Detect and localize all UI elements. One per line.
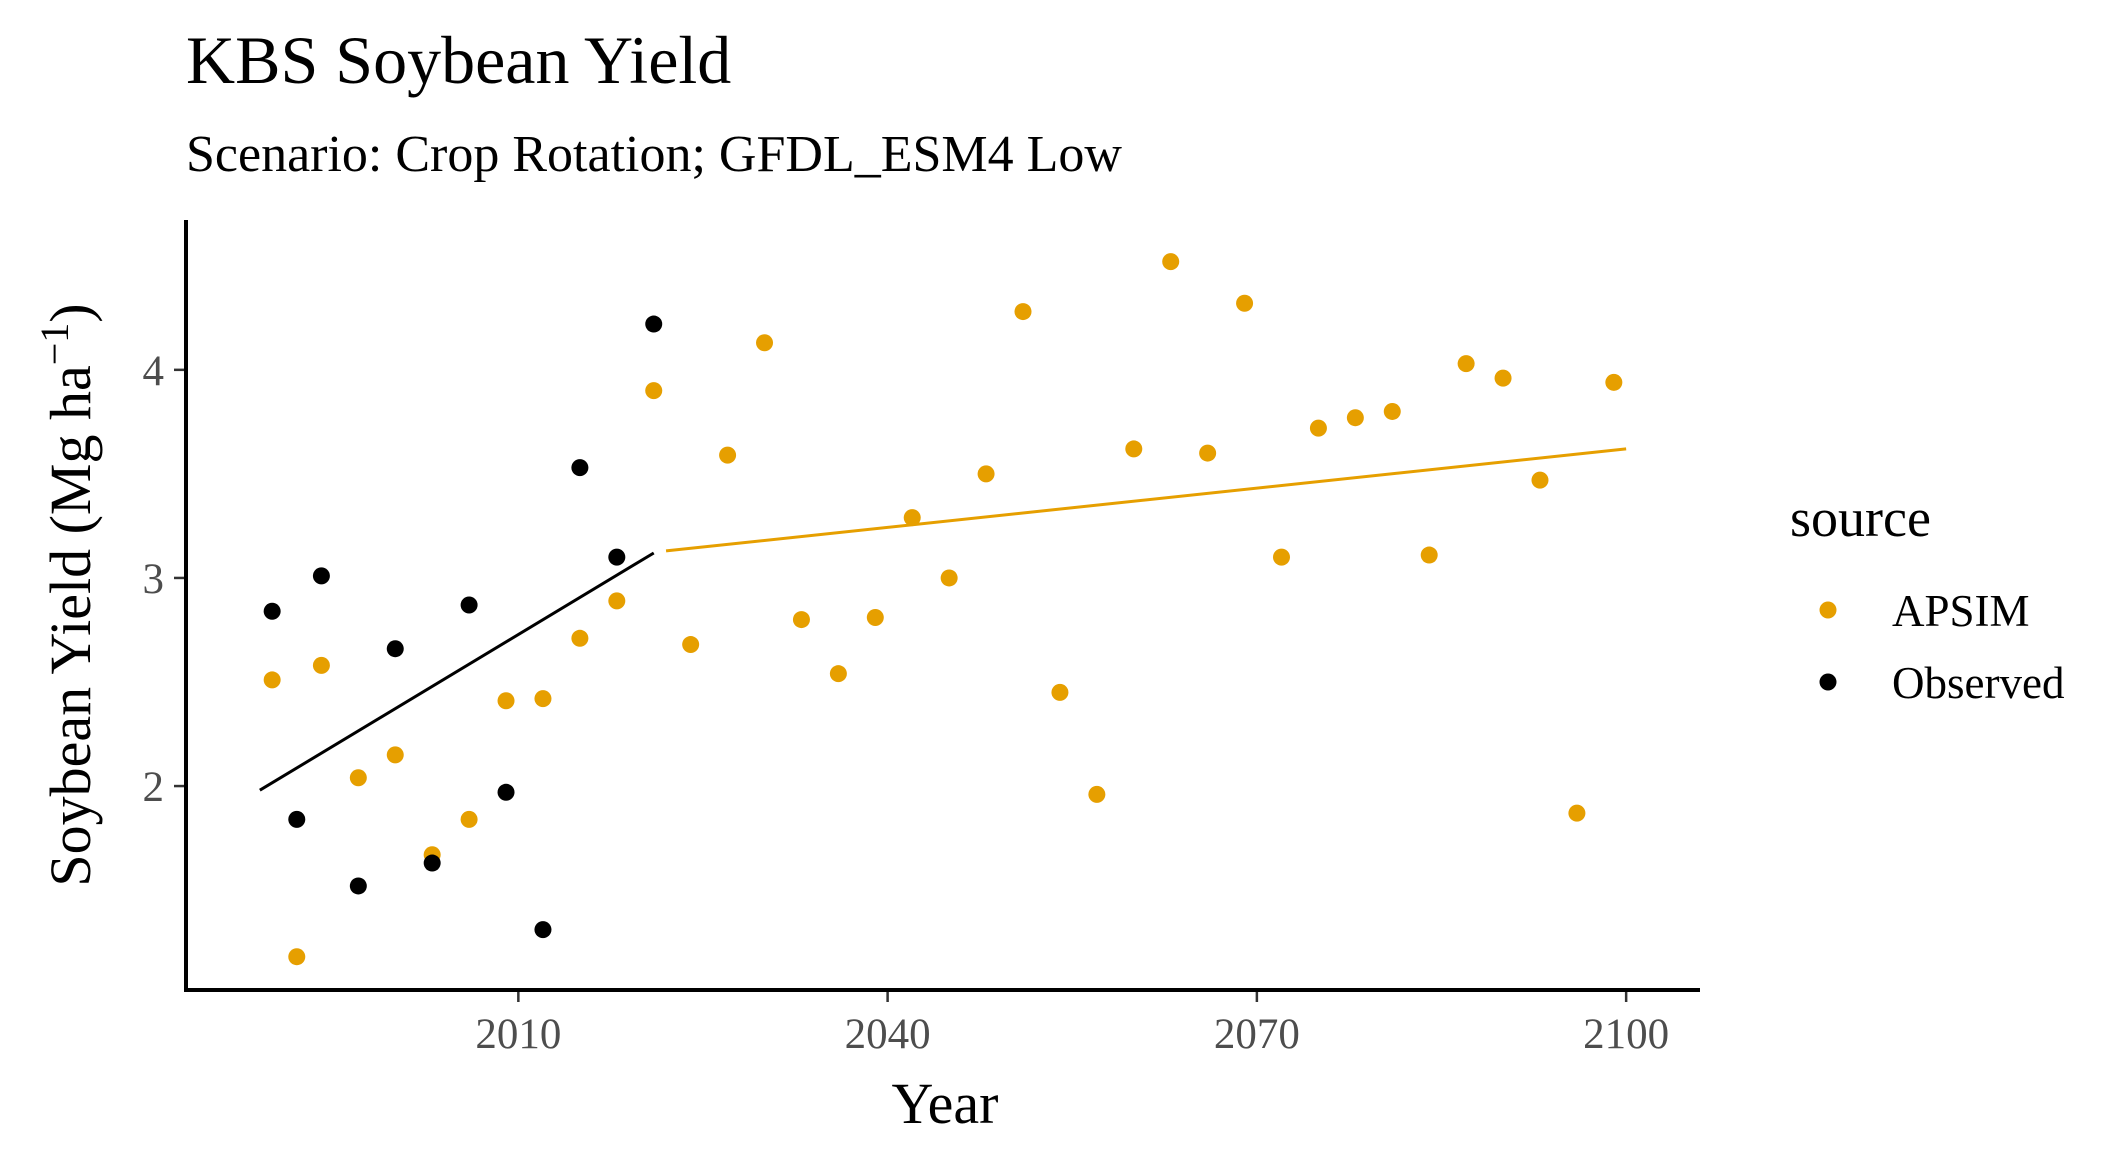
point-apsim-19 — [940, 569, 958, 587]
y-ticks: 2 3 4 — [143, 348, 186, 811]
point-observed-8 — [534, 921, 552, 939]
chart-title: KBS Soybean Yield — [186, 22, 731, 98]
point-apsim-30 — [1346, 409, 1364, 427]
point-apsim-36 — [1568, 804, 1586, 822]
trend-line-observed — [259, 551, 655, 792]
legend-label-observed: Observed — [1892, 658, 2064, 708]
point-apsim-33 — [1457, 355, 1475, 373]
point-apsim-26 — [1199, 444, 1217, 462]
point-observed-9 — [571, 459, 589, 477]
y-tick-label-2: 2 — [143, 764, 165, 811]
point-apsim-18 — [903, 509, 921, 527]
point-observed-3 — [349, 877, 367, 895]
point-apsim-25 — [1162, 253, 1180, 271]
x-tick-label-2070: 2070 — [1214, 1011, 1300, 1058]
y-axis-title-superscript: −1 — [32, 323, 77, 366]
point-observed-7 — [497, 783, 515, 801]
point-apsim-10 — [608, 592, 626, 610]
point-apsim-3 — [349, 769, 367, 787]
legend-label-apsim: APSIM — [1892, 586, 2030, 636]
trend-line-apsim — [665, 447, 1627, 553]
legend-key-apsim — [1819, 601, 1837, 619]
x-axis-title: Year — [892, 1071, 999, 1136]
point-observed-4 — [386, 640, 404, 658]
point-apsim-29 — [1309, 419, 1327, 437]
point-apsim-34 — [1494, 369, 1512, 387]
y-axis-title: Soybean Yield (Mg ha−1) — [32, 303, 103, 886]
point-apsim-12 — [682, 636, 700, 654]
x-tick-label-2040: 2040 — [845, 1011, 931, 1058]
point-apsim-2 — [312, 656, 330, 674]
chart-subtitle: Scenario: Crop Rotation; GFDL_ESM4 Low — [186, 126, 1122, 183]
plot-area: 2010 2040 2070 2100 2 3 4 — [143, 220, 1700, 1058]
point-observed-6 — [460, 596, 478, 614]
point-apsim-1 — [288, 948, 306, 966]
point-apsim-17 — [866, 608, 884, 626]
point-observed-5 — [423, 854, 441, 872]
data-points — [263, 253, 1623, 966]
point-observed-1 — [288, 810, 306, 828]
point-apsim-37 — [1605, 373, 1623, 391]
point-observed-2 — [312, 567, 330, 585]
point-apsim-27 — [1236, 294, 1254, 312]
point-apsim-22 — [1051, 683, 1069, 701]
point-apsim-13 — [719, 446, 737, 464]
point-apsim-6 — [460, 810, 478, 828]
point-apsim-14 — [756, 334, 774, 352]
point-apsim-11 — [645, 382, 663, 400]
point-apsim-0 — [263, 671, 281, 689]
y-axis-title-main: Soybean Yield (Mg ha — [38, 365, 103, 886]
legend-title: source — [1790, 488, 1931, 548]
point-apsim-4 — [386, 746, 404, 764]
point-apsim-7 — [497, 692, 515, 710]
legend: source APSIM Observed — [1790, 488, 2064, 708]
y-tick-label-4: 4 — [143, 348, 165, 395]
point-apsim-9 — [571, 629, 589, 647]
point-apsim-8 — [534, 690, 552, 708]
point-apsim-31 — [1383, 402, 1401, 420]
trend-lines — [259, 447, 1627, 792]
point-apsim-16 — [829, 665, 847, 683]
point-apsim-20 — [977, 465, 995, 483]
y-axis-title-close: ) — [38, 303, 103, 322]
x-tick-label-2010: 2010 — [475, 1011, 561, 1058]
point-apsim-32 — [1420, 546, 1438, 564]
x-tick-label-2100: 2100 — [1583, 1011, 1669, 1058]
legend-key-observed — [1819, 673, 1837, 691]
point-apsim-24 — [1125, 440, 1143, 458]
point-apsim-21 — [1014, 303, 1032, 321]
point-observed-0 — [263, 602, 281, 620]
point-apsim-28 — [1272, 548, 1290, 566]
point-observed-10 — [608, 548, 626, 566]
y-tick-label-3: 3 — [143, 556, 165, 603]
point-apsim-15 — [792, 611, 810, 629]
point-observed-11 — [645, 315, 663, 333]
x-ticks: 2010 2040 2070 2100 — [475, 990, 1669, 1058]
point-apsim-35 — [1531, 471, 1549, 489]
point-apsim-23 — [1088, 785, 1106, 803]
